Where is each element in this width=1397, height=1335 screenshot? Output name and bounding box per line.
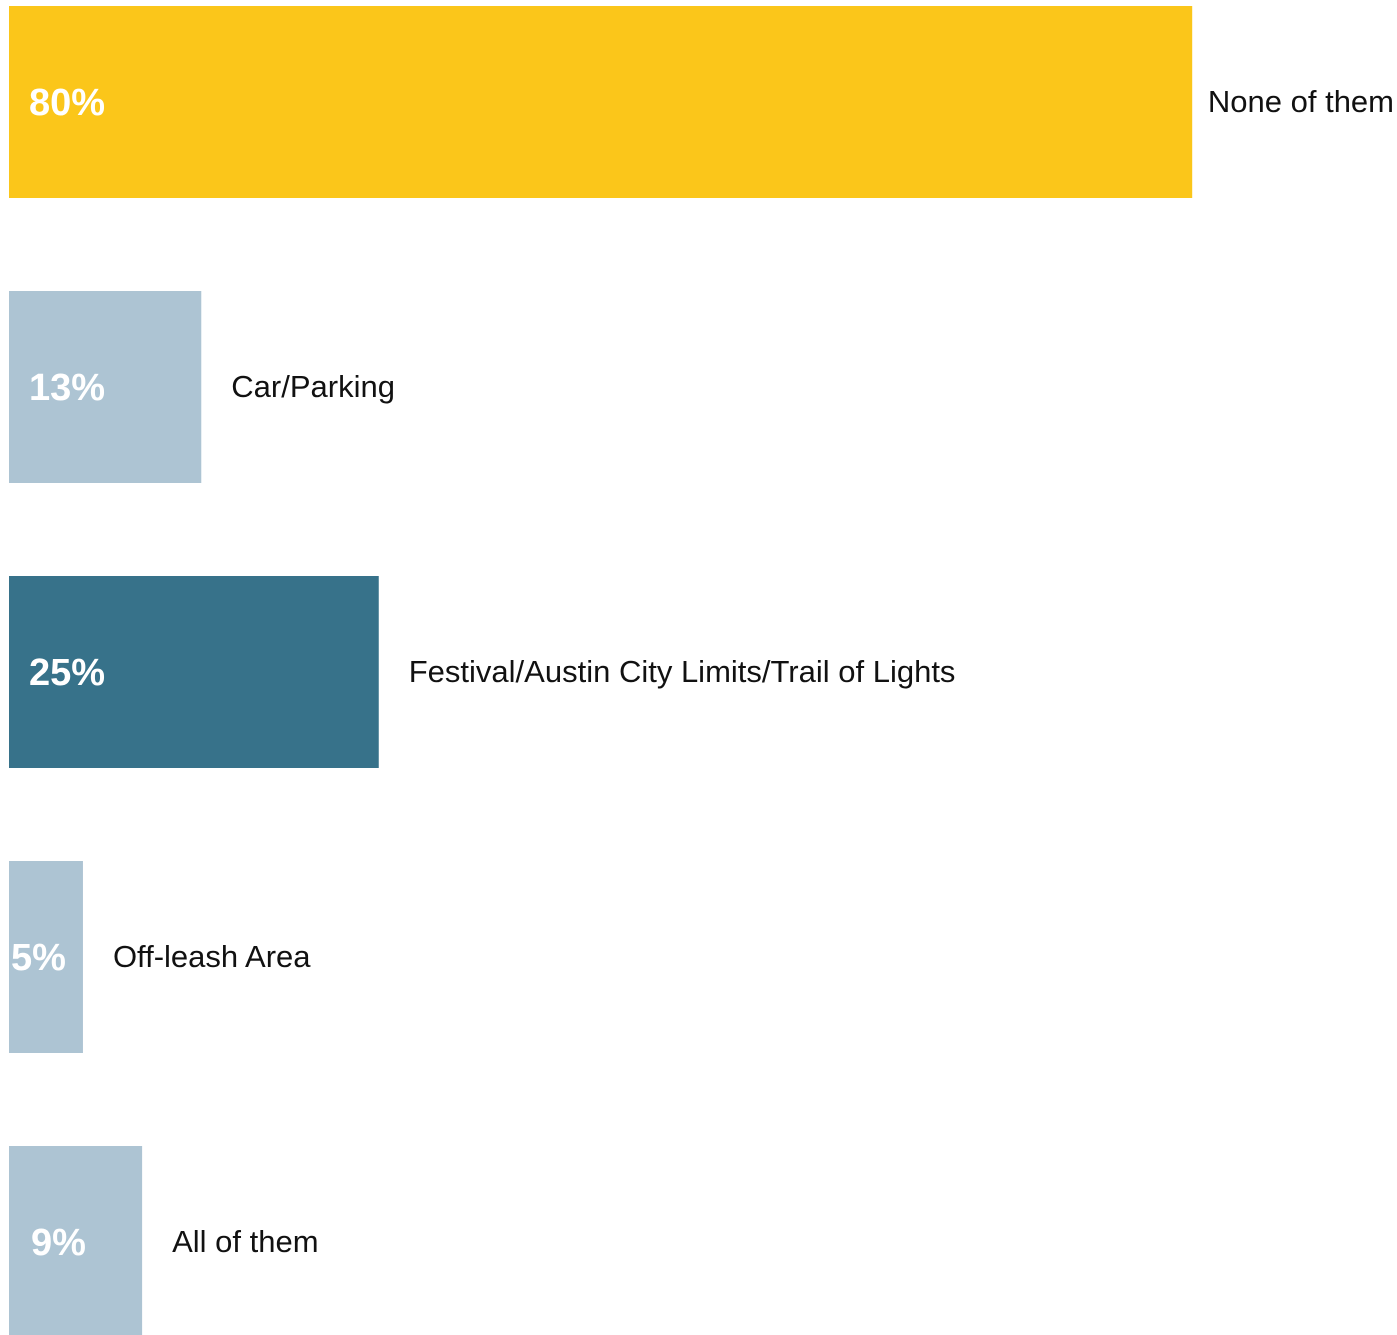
category-label-festival-austin-city-limits-trail-of-lights: Festival/Austin City Limits/Trail of Lig… (409, 654, 956, 689)
value-label-none-of-them: 80% (29, 82, 105, 124)
value-label-festival-austin-city-limits-trail-of-lights: 25% (29, 652, 105, 694)
category-label-car-parking: Car/Parking (231, 369, 395, 404)
bar-off-leash-area (9, 861, 83, 1053)
bar-festival-austin-city-limits-trail-of-lights (9, 576, 379, 768)
category-label-none-of-them: None of them (1208, 84, 1394, 119)
category-label-all-of-them: All of them (172, 1224, 318, 1259)
bar-car-parking (9, 291, 202, 483)
value-label-all-of-them: 9% (31, 1222, 86, 1264)
bar-none-of-them (9, 6, 1193, 198)
value-label-off-leash-area: 5% (11, 937, 66, 979)
bar-all-of-them (9, 1146, 143, 1335)
category-label-off-leash-area: Off-leash Area (113, 939, 311, 974)
value-label-car-parking: 13% (29, 367, 105, 409)
